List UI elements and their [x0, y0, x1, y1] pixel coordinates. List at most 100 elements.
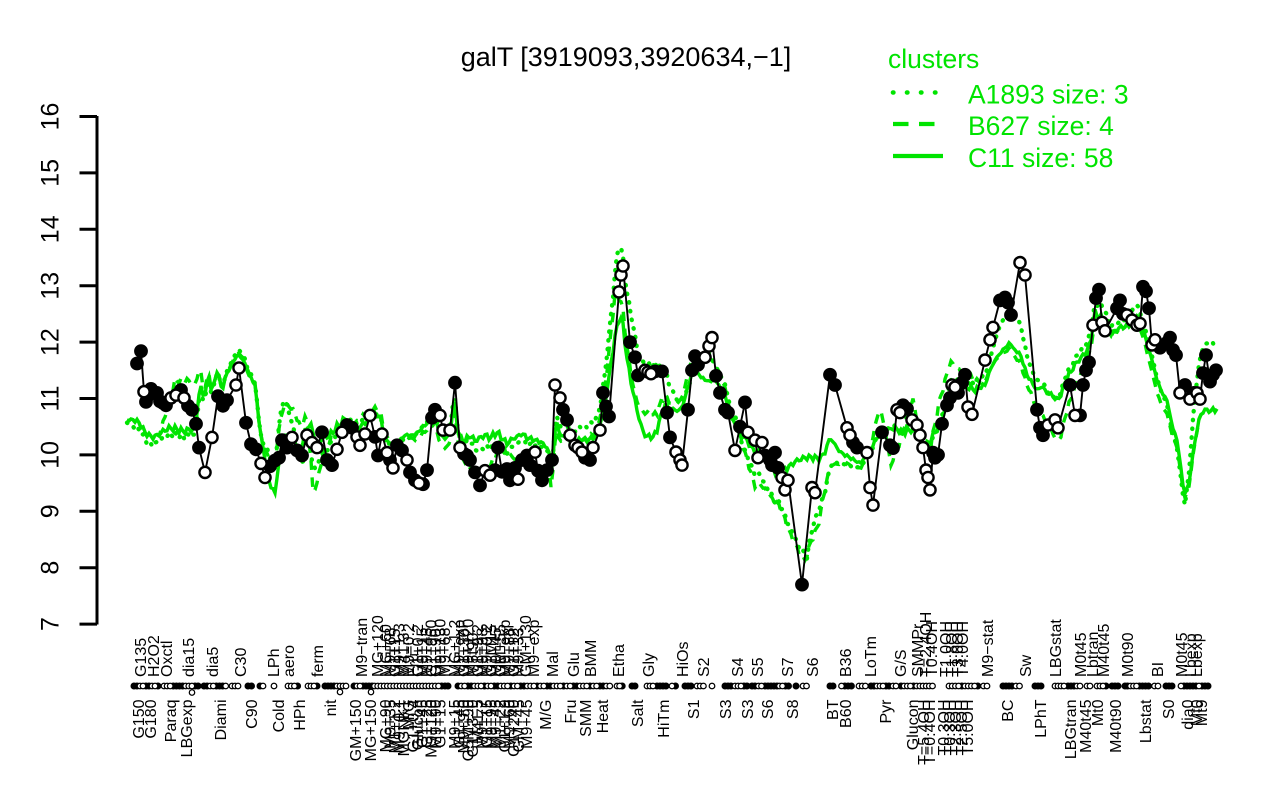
svg-text:T1.0OH: T1.0OH	[938, 621, 955, 677]
svg-text:dia5: dia5	[205, 647, 222, 677]
svg-text:G/S: G/S	[893, 649, 910, 677]
svg-text:T=2.4OH: T=2.4OH	[918, 612, 935, 677]
svg-text:M9+60: M9+60	[502, 699, 519, 748]
svg-text:T=0.4OH: T=0.4OH	[922, 700, 939, 765]
svg-text:M40t45: M40t45	[1096, 624, 1113, 677]
svg-text:G1+30: G1+30	[456, 628, 473, 677]
svg-text:Lbstat: Lbstat	[1138, 699, 1155, 743]
svg-text:10: 10	[37, 441, 65, 469]
svg-text:12: 12	[37, 328, 65, 356]
svg-text:M9+15: M9+15	[447, 699, 464, 748]
svg-text:Etha: Etha	[611, 644, 628, 677]
svg-text:G5M+90: G5M+90	[461, 699, 478, 761]
svg-text:M9−exp: M9−exp	[526, 620, 543, 677]
svg-text:Mal: Mal	[545, 651, 562, 677]
svg-text:LBGtran: LBGtran	[1063, 700, 1080, 760]
svg-text:Mt0: Mt0	[1189, 699, 1206, 726]
svg-text:G1+12: G1+12	[506, 628, 523, 677]
svg-text:S7: S7	[780, 657, 797, 677]
svg-text:dia0: dia0	[1180, 699, 1197, 729]
svg-text:S4: S4	[730, 657, 747, 677]
svg-text:16: 16	[37, 103, 65, 131]
svg-text:GM+150: GM+150	[348, 699, 365, 761]
svg-text:BI: BI	[1150, 662, 1167, 677]
svg-text:Sw: Sw	[1018, 654, 1035, 677]
svg-text:15: 15	[37, 159, 65, 187]
svg-text:S5: S5	[750, 657, 767, 677]
svg-text:G1+45: G1+45	[452, 699, 469, 748]
svg-text:M9−stat: M9−stat	[980, 619, 997, 677]
svg-text:Paraq: Paraq	[163, 700, 180, 743]
svg-text:SMMPr: SMMPr	[910, 623, 927, 677]
svg-text:T4.0OH: T4.0OH	[955, 621, 972, 677]
svg-text:SMM: SMM	[578, 700, 595, 737]
svg-text:C30: C30	[233, 648, 250, 677]
svg-text:M9−tran: M9−tran	[354, 618, 371, 677]
svg-text:T3.0OH: T3.0OH	[950, 621, 967, 677]
svg-text:G1+240: G1+240	[506, 699, 523, 756]
svg-text:M40t45: M40t45	[1078, 699, 1095, 752]
svg-text:H2O2: H2O2	[146, 635, 163, 677]
svg-text:S3: S3	[718, 699, 735, 719]
svg-text:G1+25: G1+25	[419, 699, 436, 748]
svg-text:Fru: Fru	[405, 653, 422, 677]
svg-text:13: 13	[37, 272, 65, 300]
svg-text:G135: G135	[133, 638, 150, 677]
svg-text:M5t90: M5t90	[465, 632, 482, 677]
svg-text:G1+960: G1+960	[424, 620, 441, 677]
svg-text:M9+88: M9+88	[502, 628, 519, 677]
svg-text:Glucon: Glucon	[410, 700, 427, 751]
svg-text:S0: S0	[1161, 699, 1178, 719]
svg-text:C11 size: 58: C11 size: 58	[968, 143, 1113, 173]
svg-text:G1+15: G1+15	[479, 699, 496, 748]
svg-text:M9+130: M9+130	[433, 619, 450, 677]
svg-text:G1+0.2: G1+0.2	[410, 624, 427, 677]
svg-text:M9−exp: M9−exp	[452, 620, 469, 677]
svg-text:S6: S6	[760, 699, 777, 719]
svg-text:M0t45: M0t45	[1174, 632, 1191, 677]
svg-text:BMM: BMM	[583, 640, 600, 677]
svg-text:M9+33: M9+33	[511, 628, 528, 677]
svg-text:Lbexp: Lbexp	[1183, 633, 1200, 677]
svg-text:M9+45: M9+45	[519, 699, 536, 748]
svg-text:HiTm: HiTm	[656, 700, 673, 738]
svg-text:G1+15: G1+15	[387, 628, 404, 677]
svg-text:MGNK1: MGNK1	[396, 699, 413, 756]
svg-text:ferm: ferm	[310, 645, 327, 677]
svg-text:HPh: HPh	[292, 700, 309, 731]
svg-text:S8: S8	[785, 699, 802, 719]
svg-text:M1+22: M1+22	[493, 699, 510, 748]
svg-text:Glu: Glu	[566, 652, 583, 677]
svg-text:BC: BC	[1000, 700, 1017, 722]
svg-text:T2.5OH: T2.5OH	[954, 700, 971, 756]
svg-text:M9+120: M9+120	[461, 619, 478, 677]
svg-text:M9+77: M9+77	[474, 699, 491, 748]
svg-text:dia15: dia15	[181, 638, 198, 677]
svg-text:G1+0.4: G1+0.4	[405, 699, 422, 752]
svg-text:M9+68: M9+68	[383, 628, 400, 677]
svg-text:Mt0: Mt0	[1090, 699, 1107, 726]
svg-text:LBGexp: LBGexp	[179, 699, 196, 757]
svg-text:M41.5: M41.5	[470, 699, 487, 744]
svg-text:M40t90: M40t90	[1108, 699, 1125, 752]
svg-text:M9+9.0: M9+9.0	[456, 699, 473, 753]
svg-text:Glucon: Glucon	[905, 700, 922, 751]
svg-text:C90: C90	[244, 699, 261, 728]
svg-text:T=5.4OH: T=5.4OH	[916, 700, 933, 765]
svg-text:M41.3: M41.3	[396, 632, 413, 677]
svg-text:GM+45: GM+45	[511, 699, 528, 752]
svg-text:M9+90: M9+90	[428, 699, 445, 748]
svg-text:7: 7	[37, 617, 65, 631]
svg-text:Gly: Gly	[641, 653, 658, 677]
svg-text:LPhT: LPhT	[1033, 699, 1050, 737]
svg-text:T0.3OH: T0.3OH	[936, 700, 953, 756]
svg-text:Oxctl: Oxctl	[159, 641, 176, 677]
svg-text:BT: BT	[825, 699, 842, 720]
svg-text:Diami: Diami	[213, 700, 230, 741]
svg-text:Lbtran: Lbtran	[1085, 632, 1102, 677]
svg-text:Pyr: Pyr	[878, 699, 895, 724]
svg-text:LBGstat: LBGstat	[1048, 619, 1065, 677]
svg-text:MG+90: MG+90	[378, 699, 395, 752]
svg-text:nit: nit	[323, 699, 340, 716]
svg-text:G1+45: G1+45	[414, 699, 431, 748]
